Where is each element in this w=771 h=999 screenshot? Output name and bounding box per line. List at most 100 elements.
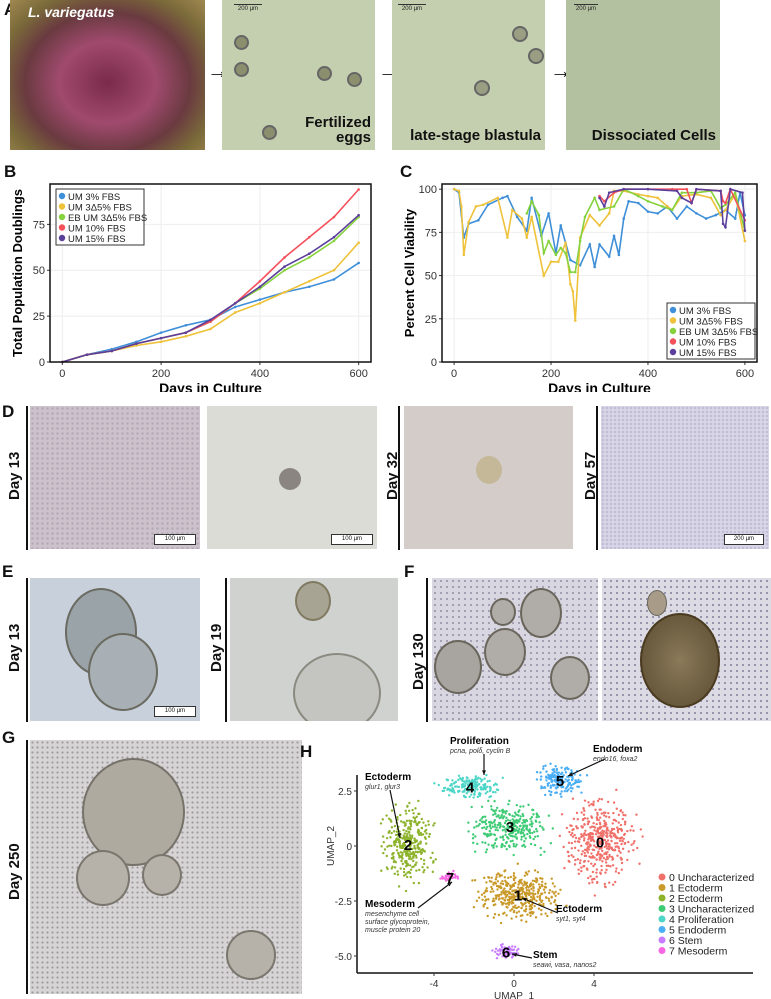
scatter-point [520,892,524,895]
scatter-point [487,898,490,901]
data-point [496,196,500,200]
scatter-point [512,878,516,882]
scatter-point [603,838,607,842]
scatter-point [393,866,397,869]
scatter-point [399,813,402,817]
scatter-point [599,853,602,856]
data-point [607,255,611,258]
scatter-point [484,822,488,826]
scatter-point [564,771,568,774]
scatter-point [485,825,489,829]
scatter-point [520,828,524,831]
scatter-point [397,851,400,855]
scatter-point [612,811,615,815]
scatter-point [382,851,385,855]
scatter-point [522,805,525,808]
scatter-point [529,895,533,899]
scatter-point [512,910,516,914]
scatter-point [539,846,542,850]
scatter-point [515,911,518,914]
scatter-point [500,893,503,896]
scatter-point [449,784,452,787]
scatter-point [515,836,518,839]
scatter-point [572,855,575,859]
scatter-point [503,887,506,890]
scatter-point [397,885,401,888]
scatter-point [396,873,400,876]
scatter-point [505,847,508,851]
scatter-point [404,850,407,853]
scatter-point [580,866,583,869]
scatter-point [409,844,412,847]
scatter-point [415,815,418,819]
scatter-point [380,869,383,872]
scatter-point [610,855,614,859]
scale-bar: 200 µm [234,4,262,12]
scatter-point [532,896,536,899]
scatter-point [451,779,454,782]
scatter-point [493,825,496,828]
scatter-point [595,881,599,885]
scatter-point [570,769,573,772]
scatter-point [401,853,404,857]
annotation-arrow [567,758,606,777]
scatter-point [607,864,610,868]
scatter-point [492,916,496,919]
scatter-point [517,910,521,913]
scatter-point [402,867,406,871]
scatter-point [509,884,512,887]
scatter-point [547,773,550,776]
scatter-point [531,892,535,895]
scatter-point [524,837,527,840]
scatter-point [578,861,582,865]
scatter-point [615,867,618,870]
scatter-point [550,780,553,783]
scatter-point [558,834,562,838]
annotation-arrow [389,789,401,839]
scatter-point [523,883,526,886]
scatter-point [496,829,500,832]
data-point [515,215,519,219]
scatter-point [571,797,575,800]
scatter-point [554,890,557,894]
data-point [501,196,504,200]
data-point [258,298,262,301]
scatter-point [413,838,416,842]
scatter-point [593,877,596,881]
data-point [656,196,659,200]
scatter-point [394,833,398,837]
scatter-point [563,789,566,793]
legend-label: 6 Stem [669,935,703,947]
scatter-point [588,845,591,848]
scatter-point [501,829,505,832]
scatter-point [476,788,479,791]
data-point [135,344,138,347]
scatter-point [586,822,590,826]
scatter-point [513,898,516,901]
scatter-point [551,783,555,787]
scatter-point [524,901,527,905]
scatter-point [617,813,621,817]
scatter-point [527,803,530,807]
scatter-point [619,809,622,813]
scatter-point [532,837,535,841]
scatter-point [458,777,462,780]
scatter-point [512,824,516,828]
scatter-point [619,856,622,860]
scatter-point [508,799,511,803]
scatter-point [466,786,470,790]
scatter-point [608,834,612,837]
scatter-point [511,945,514,948]
scatter-point [528,893,531,897]
scatter-point [580,869,583,873]
data-point [741,191,744,194]
y-tick-label: -5.0 [335,952,353,963]
scatter-point [554,776,557,779]
data-point [685,205,689,208]
data-point [569,270,572,274]
data-point [571,289,575,293]
scatter-point [583,848,587,852]
scatter-point [588,804,591,807]
scatter-point [471,833,475,836]
data-point [537,213,541,217]
